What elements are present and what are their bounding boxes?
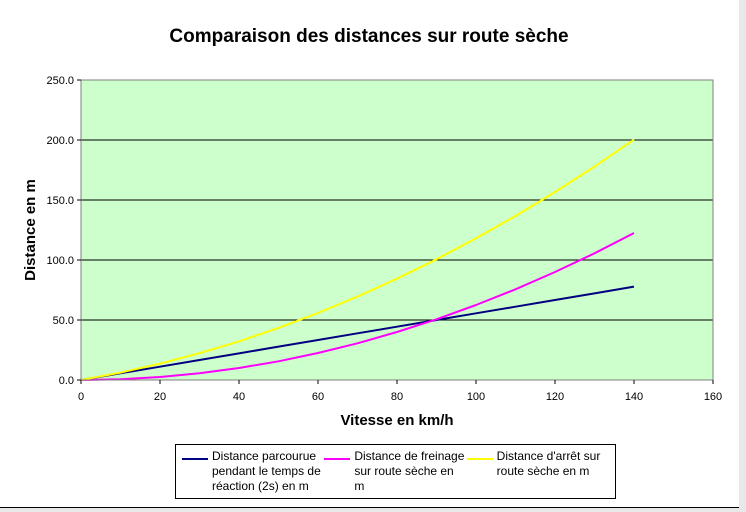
chart-title: Comparaison des distances sur route sèch…	[169, 26, 568, 47]
y-tick-label: 200.0	[46, 135, 74, 147]
legend-label: Distance d'arrêt sur route sèche en m	[496, 449, 601, 478]
series-lines	[80, 138, 635, 381]
series-line-3	[80, 138, 635, 381]
window-edge-bottom	[0, 508, 746, 512]
series-line-1	[80, 285, 635, 381]
y-tick-label: 100.0	[46, 255, 74, 267]
grid-lines	[81, 139, 713, 321]
x-tick-label: 0	[78, 391, 84, 403]
legend-swatch	[466, 458, 493, 460]
legend-entry: Distance de freinage sur route sèche en …	[324, 449, 466, 494]
x-tick-label: 140	[625, 391, 643, 403]
legend-entry: Distance d'arrêt sur route sèche en m	[466, 449, 609, 494]
legend-entry: Distance parcourue pendant le temps de r…	[182, 449, 324, 494]
y-tick-label: 150.0	[46, 195, 74, 207]
x-axis-label: Vitesse en km/h	[340, 412, 453, 429]
x-tick-label: 20	[154, 391, 166, 403]
y-tick-label: 0.0	[59, 375, 74, 387]
x-axis-ticks: 0 20 40 60 80 100 120 140 160	[78, 380, 722, 403]
series-line-2	[80, 232, 635, 381]
x-tick-label: 100	[467, 391, 485, 403]
y-tick-label: 250.0	[46, 75, 74, 87]
legend-swatch	[324, 458, 351, 460]
x-tick-label: 80	[391, 391, 403, 403]
y-axis-label: Distance en m	[22, 179, 39, 281]
x-tick-label: 120	[546, 391, 564, 403]
x-tick-label: 40	[233, 391, 245, 403]
legend-label: Distance parcourue pendant le temps de r…	[212, 449, 321, 493]
legend: Distance parcourue pendant le temps de r…	[175, 444, 616, 499]
window-edge-right	[739, 0, 746, 512]
y-tick-label: 50.0	[53, 315, 74, 327]
x-tick-label: 160	[704, 391, 722, 403]
plot-area	[81, 80, 713, 380]
y-axis-ticks: 0.0 50.0 100.0 150.0 200.0 250.0	[46, 75, 81, 387]
legend-swatch	[182, 458, 208, 460]
x-tick-label: 60	[312, 391, 324, 403]
legend-label: Distance de freinage sur route sèche en …	[354, 449, 465, 493]
